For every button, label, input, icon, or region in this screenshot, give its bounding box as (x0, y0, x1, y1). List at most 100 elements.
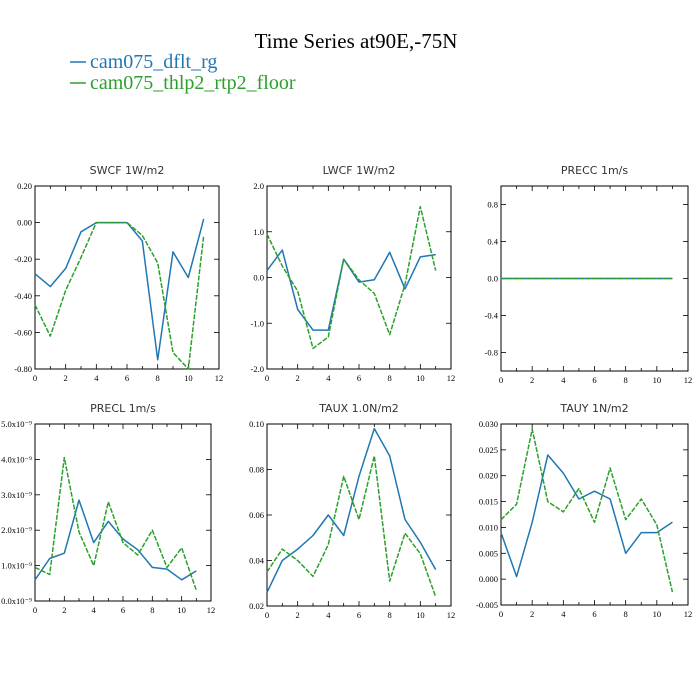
y-tick-label: 4.0x10⁻⁹ (1, 454, 32, 464)
x-tick-label: 4 (92, 605, 97, 615)
x-tick-label: 4 (326, 373, 331, 383)
plot-frame (266, 423, 452, 607)
x-tick-label: 8 (388, 610, 392, 620)
series-line-floor (34, 456, 198, 591)
y-tick-label: -0.60 (14, 327, 32, 337)
y-tick-label: 2.0x10⁻⁹ (1, 525, 32, 535)
y-tick-label: -0.005 (476, 600, 498, 610)
legend-label-dflt: cam075_dflt_rg (90, 51, 217, 73)
x-tick-label: 2 (296, 373, 300, 383)
x-tick-label: 12 (207, 605, 216, 615)
x-tick-label: 2 (530, 609, 534, 619)
x-tick-label: 12 (684, 375, 693, 385)
x-tick-label: 4 (94, 373, 99, 383)
x-tick-label: 2 (64, 373, 68, 383)
series-line-floor (34, 221, 205, 370)
figure-title: Time Series at90E,-75N (255, 29, 458, 53)
series-line-dflt (500, 454, 673, 578)
y-tick-label: 0.000 (479, 574, 498, 584)
plot-frame (500, 423, 689, 606)
x-tick-label: 8 (156, 373, 160, 383)
panel-title: PRECC 1m/s (561, 164, 629, 177)
x-tick-label: 8 (150, 605, 154, 615)
x-tick-label: 0 (265, 373, 269, 383)
x-tick-label: 6 (125, 373, 129, 383)
x-tick-label: 0 (499, 375, 503, 385)
y-tick-label: 5.0x10⁻⁹ (1, 419, 32, 429)
x-tick-label: 4 (561, 375, 566, 385)
x-tick-label: 2 (530, 375, 534, 385)
x-tick-label: 6 (592, 609, 596, 619)
panel-title: PRECL 1m/s (90, 402, 156, 415)
y-tick-label: 0.04 (249, 556, 265, 566)
x-tick-label: 8 (624, 375, 628, 385)
panel-taux: TAUX 1.0N/m2 0 2 4 6 8 10 12 0.02 0.04 0.06 0.08 0.1… (249, 402, 455, 620)
y-tick-label: 0.005 (479, 548, 498, 558)
y-tick-label: 0.06 (249, 510, 264, 520)
y-tick-label: 2.0 (253, 181, 264, 191)
x-tick-label: 6 (357, 610, 361, 620)
x-tick-label: 10 (177, 605, 186, 615)
x-tick-label: 6 (592, 375, 596, 385)
y-tick-label: 0.030 (479, 419, 498, 429)
x-tick-label: 0 (499, 609, 503, 619)
legend: cam075_dflt_rg cam075_thlp2_rtp2_floor (70, 51, 296, 94)
panel-precc: PRECC 1m/s 0 2 4 6 8 10 12 -0.8 -0.4 0.0 0.4 0.8 (485, 164, 693, 385)
y-tick-label: 0.08 (249, 465, 264, 475)
y-tick-label: 0.025 (479, 445, 498, 455)
legend-label-floor: cam075_thlp2_rtp2_floor (90, 72, 296, 94)
panel-title: TAUY 1N/m2 (559, 402, 628, 415)
x-tick-label: 4 (561, 609, 566, 619)
plot-frame (34, 423, 212, 602)
x-tick-label: 6 (357, 373, 361, 383)
x-tick-label: 8 (624, 609, 628, 619)
panel-swcf: SWCF 1W/m2 0 2 4 6 8 10 12 -0.80 -0.60 -0.40 -0.20 0… (14, 164, 223, 383)
x-tick-label: 12 (684, 609, 693, 619)
x-tick-label: 10 (653, 609, 662, 619)
x-tick-label: 8 (388, 373, 392, 383)
y-tick-label: -2.0 (251, 364, 264, 374)
panel-title: TAUX 1.0N/m2 (318, 402, 399, 415)
x-tick-label: 0 (33, 605, 37, 615)
x-tick-label: 12 (447, 373, 456, 383)
y-tick-label: 0.00 (17, 218, 32, 228)
y-tick-label: -0.4 (485, 311, 499, 321)
x-tick-label: 6 (121, 605, 125, 615)
y-tick-label: 1.0x10⁻⁹ (1, 561, 32, 571)
y-tick-label: -1.0 (251, 318, 264, 328)
x-tick-label: 10 (653, 375, 662, 385)
x-tick-label: 0 (265, 610, 269, 620)
panel-title: LWCF 1W/m2 (323, 164, 396, 177)
panel-title: SWCF 1W/m2 (90, 164, 165, 177)
series-line-dflt (266, 249, 436, 331)
y-tick-label: 1.0 (253, 227, 264, 237)
series-line-dflt (34, 499, 197, 581)
y-tick-label: 0.02 (249, 601, 264, 611)
y-tick-label: 0.010 (479, 522, 498, 532)
series-line-floor (500, 428, 674, 593)
y-tick-label: 0.0 (253, 273, 264, 283)
x-tick-label: 10 (184, 373, 193, 383)
x-tick-label: 0 (33, 373, 37, 383)
y-tick-label: 0.20 (17, 181, 32, 191)
y-tick-label: 0.020 (479, 471, 498, 481)
y-tick-label: 0.0 (487, 274, 498, 284)
panel-precl: PRECL 1m/s 0 2 4 6 8 10 12 0.0x10⁻⁹ 1.0x10⁻⁹ 2.0x1… (1, 402, 215, 615)
x-tick-label: 4 (326, 610, 331, 620)
series-line-dflt (34, 218, 205, 361)
x-tick-label: 12 (447, 610, 456, 620)
y-tick-label: -0.80 (14, 364, 32, 374)
series-line-dflt (266, 427, 437, 593)
panel-lwcf: LWCF 1W/m2 0 2 4 6 8 10 12 -2.0 -1.0 0.0 1.0 2.0 (251, 164, 456, 383)
x-tick-label: 10 (416, 373, 425, 383)
panel-tauy: TAUY 1N/m2 0 2 4 6 8 10 12 -0.005 0.000 0.005 0.010… (476, 402, 692, 619)
series-line-floor (266, 205, 437, 350)
y-tick-label: 0.10 (249, 419, 264, 429)
y-tick-label: -0.20 (14, 254, 32, 264)
y-tick-label: 0.0x10⁻⁹ (1, 596, 32, 606)
x-tick-label: 12 (215, 373, 224, 383)
y-tick-label: 0.4 (487, 237, 498, 247)
x-tick-label: 2 (296, 610, 300, 620)
y-tick-label: -0.40 (14, 291, 32, 301)
